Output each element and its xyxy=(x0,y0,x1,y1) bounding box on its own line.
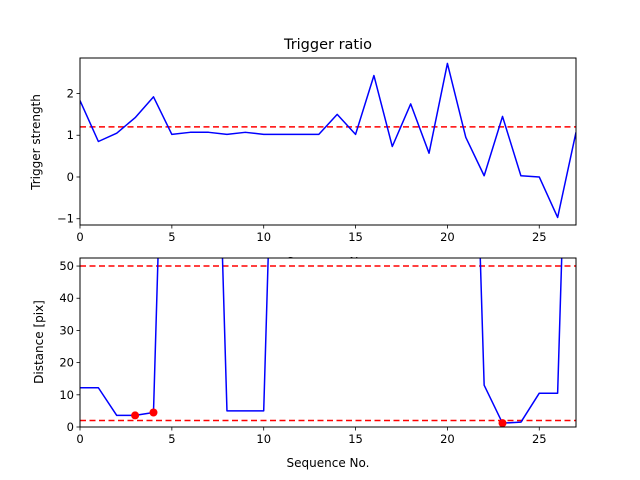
bottom-x-tick-label: 15 xyxy=(348,432,363,446)
bottom-axes-frame xyxy=(79,257,577,428)
top-axes-frame xyxy=(79,57,577,226)
bottom-marker-point xyxy=(149,408,158,417)
top-y-tick-label: −1 xyxy=(57,212,74,226)
bottom-series-line-0 xyxy=(80,258,563,424)
top-x-tick-label: 15 xyxy=(348,230,363,244)
bottom-y-tick-label: 0 xyxy=(67,420,74,434)
top-x-tick-label: 25 xyxy=(532,230,547,244)
bottom-y-tick-label: 30 xyxy=(59,323,74,337)
bottom-y-ticks: 0 10 20 30 40 50 xyxy=(59,259,80,434)
bottom-y-tick-label: 50 xyxy=(59,259,74,273)
bottom-x-tick-label: 5 xyxy=(168,432,175,446)
top-series-line-0 xyxy=(80,62,576,219)
bottom-clipped-marks xyxy=(80,258,576,424)
bottom-marker-point xyxy=(131,411,140,420)
top-clipped-marks xyxy=(80,62,576,219)
bottom-x-ticks: 0 5 10 15 20 25 xyxy=(76,427,547,446)
top-y-tick-label: 0 xyxy=(67,170,74,184)
bottom-x-tick-label: 20 xyxy=(440,432,455,446)
top-x-ticks: 0 5 10 15 20 25 xyxy=(76,225,547,244)
top-y-ticks: −1 0 1 2 xyxy=(57,86,80,226)
bottom-x-axis-label: Sequence No. xyxy=(287,456,370,470)
bottom-x-tick-label: 0 xyxy=(76,432,83,446)
bottom-y-tick-label: 10 xyxy=(59,388,74,402)
bottom-y-axis-label: Distance [pix] xyxy=(32,300,46,384)
top-x-tick-label: 5 xyxy=(168,230,175,244)
bottom-plot-area xyxy=(80,258,576,428)
top-y-tick-label: 2 xyxy=(67,86,74,100)
top-x-tick-label: 0 xyxy=(76,230,83,244)
bottom-x-tick-label: 10 xyxy=(256,432,271,446)
bottom-marker-point xyxy=(498,419,507,428)
bottom-x-tick-label: 25 xyxy=(532,432,547,446)
top-y-axis-label: Trigger strength xyxy=(29,94,43,191)
bottom-y-tick-label: 40 xyxy=(59,291,74,305)
chart-title: Trigger ratio xyxy=(283,37,372,53)
bottom-y-tick-label: 20 xyxy=(59,356,74,370)
top-y-tick-label: 1 xyxy=(67,128,74,142)
top-plot-area xyxy=(80,62,576,219)
top-x-tick-label: 20 xyxy=(440,230,455,244)
top-x-tick-label: 10 xyxy=(256,230,271,244)
bottom-subplot: 0 5 10 15 20 25 0 10 20 30 40 50 Sequence No. Dist… xyxy=(32,257,577,470)
bottom-axes-background xyxy=(80,258,576,427)
